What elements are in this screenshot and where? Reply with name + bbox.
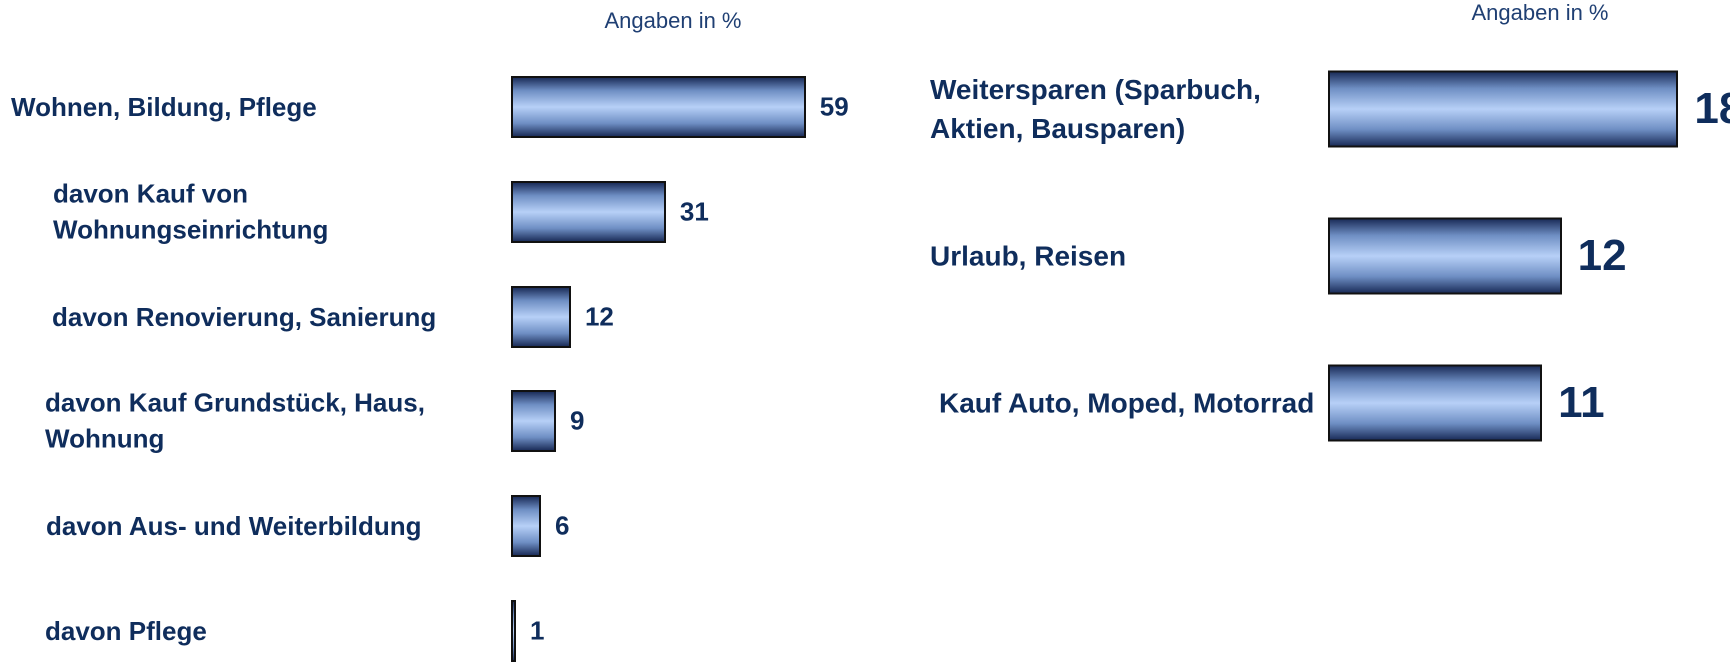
bar [511, 181, 666, 243]
value-label: 1 [529, 615, 545, 646]
category-label: davon Renovierung, Sanierung [52, 301, 437, 332]
subtitle: Angaben in % [1471, 0, 1609, 25]
category-label: Kauf Auto, Moped, Motorrad [939, 387, 1315, 419]
category-label: davon Kauf Grundstück, Haus, Wohnung [45, 387, 425, 454]
value-label: 12 [1577, 231, 1627, 280]
value-label: 6 [554, 510, 570, 541]
bar [1328, 364, 1543, 442]
category-label: davon Kauf von Wohnungseinrichtung [53, 178, 329, 245]
category-label: davon Pflege [45, 615, 207, 646]
bar [511, 76, 806, 138]
bar [511, 286, 571, 348]
value-label: 9 [569, 405, 585, 436]
value-label: 31 [679, 196, 709, 227]
bar [511, 390, 556, 452]
category-label: Urlaub, Reisen [930, 240, 1127, 272]
category-label: Weitersparen (Sparbuch, Aktien, Bauspare… [930, 73, 1261, 144]
bar [511, 495, 541, 557]
value-label: 18 [1694, 84, 1730, 133]
bar [1328, 70, 1679, 148]
value-label: 12 [584, 301, 614, 332]
value-label: 59 [819, 91, 849, 122]
category-label: davon Aus- und Weiterbildung [46, 510, 422, 541]
category-label: Wohnen, Bildung, Pflege [11, 91, 317, 122]
bar [511, 600, 516, 662]
bar [1328, 217, 1562, 295]
subtitle: Angaben in % [604, 8, 742, 33]
value-label: 11 [1558, 378, 1605, 427]
